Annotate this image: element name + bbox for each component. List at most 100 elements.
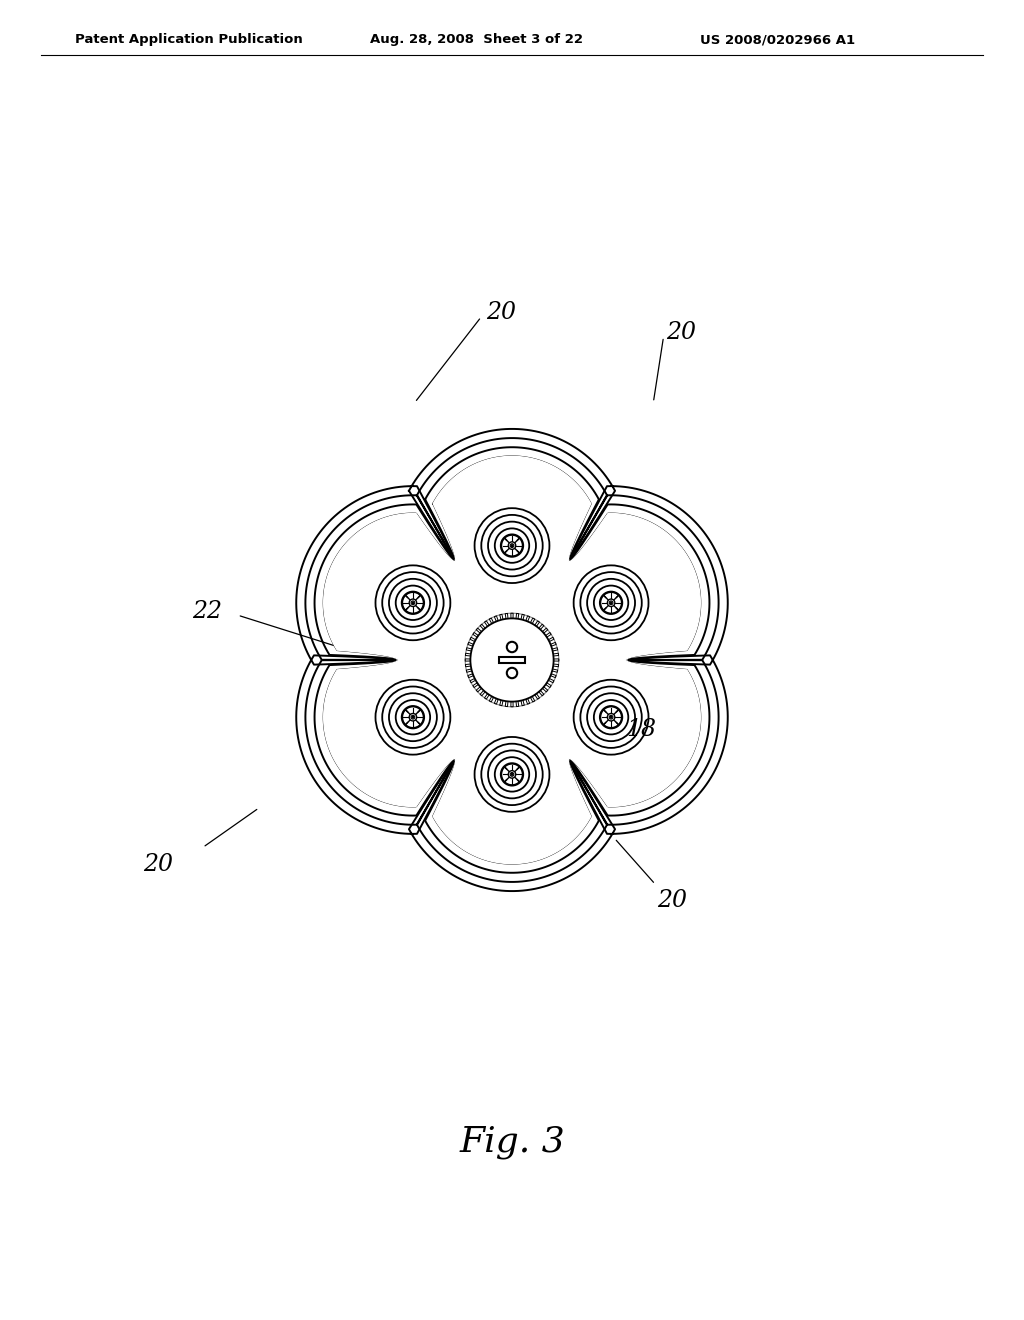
Polygon shape [516, 701, 519, 706]
Polygon shape [413, 597, 419, 603]
Polygon shape [324, 457, 700, 863]
Polygon shape [611, 711, 617, 717]
Circle shape [510, 772, 514, 776]
Circle shape [412, 717, 414, 718]
Circle shape [610, 717, 612, 718]
Polygon shape [407, 603, 413, 609]
Polygon shape [495, 698, 499, 704]
Circle shape [376, 680, 451, 755]
Text: 20: 20 [143, 853, 173, 876]
Circle shape [376, 565, 451, 640]
Polygon shape [611, 717, 617, 723]
Polygon shape [505, 701, 508, 706]
Circle shape [610, 602, 612, 603]
Polygon shape [546, 632, 551, 638]
Polygon shape [546, 682, 551, 688]
Polygon shape [549, 638, 554, 642]
Polygon shape [512, 768, 518, 775]
Polygon shape [505, 614, 508, 619]
Polygon shape [470, 638, 475, 642]
Text: 18: 18 [627, 718, 656, 742]
Circle shape [411, 601, 415, 605]
Circle shape [511, 774, 513, 775]
Polygon shape [506, 768, 512, 775]
Polygon shape [530, 618, 535, 623]
Polygon shape [516, 614, 519, 619]
Circle shape [511, 545, 513, 546]
Circle shape [573, 565, 648, 640]
Polygon shape [551, 643, 556, 647]
Polygon shape [473, 682, 478, 688]
Circle shape [412, 602, 414, 603]
Circle shape [410, 713, 417, 721]
Circle shape [607, 713, 614, 721]
Polygon shape [506, 775, 512, 780]
Polygon shape [525, 698, 529, 704]
Circle shape [607, 599, 614, 607]
Polygon shape [539, 624, 544, 630]
Polygon shape [468, 643, 473, 647]
Circle shape [573, 680, 648, 755]
Polygon shape [611, 597, 617, 603]
Text: Aug. 28, 2008  Sheet 3 of 22: Aug. 28, 2008 Sheet 3 of 22 [370, 33, 583, 46]
Polygon shape [605, 711, 611, 717]
Circle shape [508, 541, 516, 549]
Polygon shape [413, 603, 419, 609]
Polygon shape [413, 717, 419, 723]
Polygon shape [466, 669, 472, 672]
Polygon shape [605, 717, 611, 723]
Circle shape [474, 737, 550, 812]
Polygon shape [539, 690, 544, 696]
Circle shape [609, 601, 613, 605]
Polygon shape [413, 711, 419, 717]
Polygon shape [512, 540, 518, 545]
Polygon shape [506, 545, 512, 552]
Polygon shape [476, 686, 481, 692]
Text: 20: 20 [657, 888, 687, 912]
Polygon shape [407, 711, 413, 717]
Polygon shape [521, 700, 524, 706]
Polygon shape [489, 697, 494, 702]
Circle shape [508, 771, 516, 779]
Polygon shape [480, 690, 485, 696]
Polygon shape [554, 659, 559, 661]
Polygon shape [473, 632, 478, 638]
Polygon shape [495, 616, 499, 622]
Circle shape [411, 715, 415, 719]
Polygon shape [553, 653, 558, 656]
Polygon shape [480, 624, 485, 630]
Circle shape [510, 544, 514, 548]
Polygon shape [552, 648, 558, 651]
Circle shape [463, 611, 561, 709]
Text: 20: 20 [486, 301, 516, 325]
Polygon shape [543, 686, 548, 692]
Polygon shape [465, 659, 470, 661]
Polygon shape [484, 693, 489, 700]
Polygon shape [521, 614, 524, 620]
Circle shape [609, 715, 613, 719]
Polygon shape [511, 702, 513, 706]
Circle shape [410, 599, 417, 607]
Text: US 2008/0202966 A1: US 2008/0202966 A1 [700, 33, 855, 46]
Polygon shape [476, 628, 481, 634]
Polygon shape [512, 545, 518, 552]
Polygon shape [506, 540, 512, 545]
Polygon shape [468, 673, 473, 677]
Polygon shape [500, 614, 503, 620]
Circle shape [470, 618, 554, 702]
Polygon shape [543, 628, 548, 634]
Polygon shape [535, 693, 540, 700]
Polygon shape [470, 678, 475, 682]
Polygon shape [552, 669, 558, 672]
Circle shape [474, 508, 550, 583]
Polygon shape [466, 653, 471, 656]
Text: Patent Application Publication: Patent Application Publication [75, 33, 303, 46]
Polygon shape [466, 648, 472, 651]
Polygon shape [605, 597, 611, 603]
Polygon shape [407, 597, 413, 603]
FancyBboxPatch shape [499, 657, 525, 663]
Polygon shape [530, 697, 535, 702]
Polygon shape [605, 603, 611, 609]
Polygon shape [407, 717, 413, 723]
Circle shape [507, 642, 517, 652]
